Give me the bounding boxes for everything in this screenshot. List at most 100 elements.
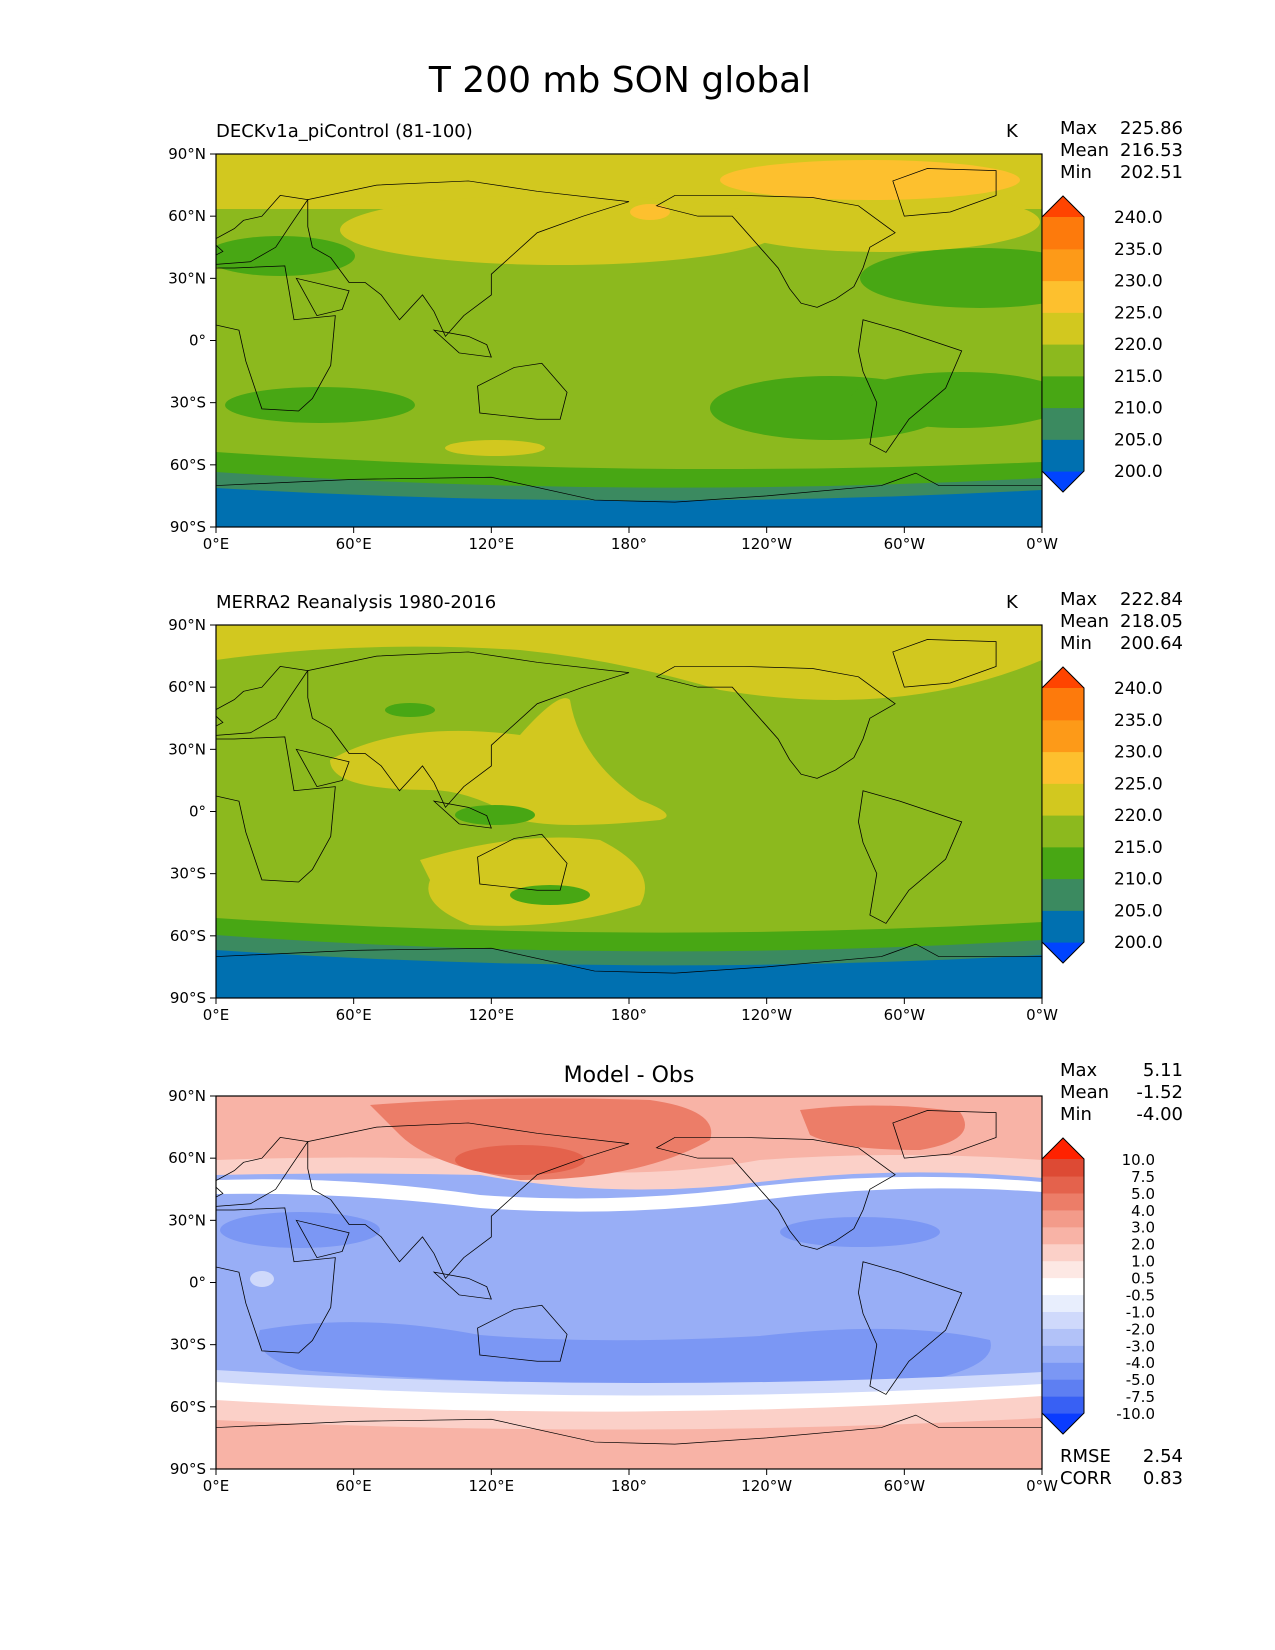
contour-band bbox=[510, 885, 590, 905]
x-tick-label: 60°E bbox=[336, 535, 372, 553]
x-tick-label: 0°E bbox=[203, 1006, 230, 1024]
x-tick-label: 120°W bbox=[741, 1006, 792, 1024]
panel-title: Model - Obs bbox=[564, 1063, 695, 1088]
stat-label: Max bbox=[1060, 1060, 1098, 1081]
y-tick-label: 0° bbox=[189, 332, 206, 350]
stats-block: Max 225.86 Mean 216.53 Min 202.51 bbox=[1060, 118, 1183, 183]
colorbar-tick-label: 1.0 bbox=[1131, 1253, 1155, 1271]
colorbar-tick-label: 230.0 bbox=[1114, 272, 1163, 292]
map-plot bbox=[216, 1096, 1042, 1469]
stat-label: Mean bbox=[1060, 140, 1109, 161]
y-tick-label: 30°N bbox=[168, 1211, 206, 1229]
colorbar-segment bbox=[1042, 1226, 1084, 1245]
x-tick-label: 0°E bbox=[203, 535, 230, 553]
colorbar-tick-label: -5.0 bbox=[1126, 1371, 1155, 1389]
colorbar: -10.0-7.5-5.0-4.0-3.0-2.0-1.0-0.50.51.02… bbox=[1041, 1137, 1155, 1435]
colorbar-tick-label: 220.0 bbox=[1114, 806, 1163, 826]
contour-band bbox=[216, 950, 1042, 998]
x-tick-label: 60°W bbox=[884, 535, 926, 553]
contour-band bbox=[216, 1418, 1042, 1469]
panel-diff: Model - Obs Max 5.11 Mean -1.52 Min -4.0… bbox=[168, 1060, 1183, 1495]
y-tick-label: 30°N bbox=[168, 740, 206, 758]
colorbar-segment bbox=[1042, 407, 1084, 440]
colorbar-segment bbox=[1042, 1311, 1084, 1329]
colorbar-segment bbox=[1042, 1294, 1084, 1312]
x-tick-label: 60°W bbox=[884, 1477, 926, 1495]
colorbar-extend-max bbox=[1042, 667, 1084, 688]
colorbar-outline bbox=[1041, 666, 1085, 964]
y-tick-label: 90°N bbox=[168, 145, 206, 163]
panel-obs: MERRA2 Reanalysis 1980-2016 K Max 222.84… bbox=[168, 589, 1183, 1024]
panel-model: DECKv1a_piControl (81-100) K Max 225.86 … bbox=[168, 118, 1183, 553]
units-label: K bbox=[1006, 592, 1019, 613]
x-tick-label: 120°W bbox=[741, 1477, 792, 1495]
colorbar-segment bbox=[1042, 439, 1084, 472]
colorbar-tick-label: 240.0 bbox=[1114, 208, 1163, 228]
contour-band bbox=[216, 625, 1042, 700]
colorbar-tick-label: 240.0 bbox=[1114, 679, 1163, 699]
y-tick-label: 90°N bbox=[168, 616, 206, 634]
stat-value: -1.52 bbox=[1136, 1082, 1183, 1103]
y-tick-label: 90°N bbox=[168, 1087, 206, 1105]
colorbar-tick-label: 200.0 bbox=[1114, 462, 1163, 482]
stat-label: Min bbox=[1060, 633, 1092, 654]
colorbar-tick-label: -0.5 bbox=[1126, 1286, 1155, 1304]
contour-band bbox=[850, 372, 1042, 428]
colorbar-segment bbox=[1042, 910, 1084, 943]
x-tick-label: 0°W bbox=[1026, 1477, 1058, 1495]
y-tick-label: 30°S bbox=[170, 1336, 206, 1354]
colorbar-segment bbox=[1042, 719, 1084, 753]
stat-value: 216.53 bbox=[1120, 140, 1183, 161]
colorbar-segment bbox=[1042, 688, 1084, 721]
colorbar-segment bbox=[1042, 1362, 1084, 1380]
colorbar-segment bbox=[1042, 1159, 1084, 1177]
colorbar-tick-label: -7.5 bbox=[1126, 1388, 1155, 1406]
stat-value: -4.00 bbox=[1136, 1104, 1183, 1125]
contour-band bbox=[258, 1322, 991, 1390]
colorbar-tick-label: -2.0 bbox=[1126, 1320, 1155, 1338]
colorbar-extend-min bbox=[1042, 942, 1084, 963]
contour-band bbox=[330, 698, 667, 825]
colorbar-segment bbox=[1042, 312, 1084, 345]
colorbar-tick-label: 4.0 bbox=[1131, 1202, 1155, 1220]
colorbar-segment bbox=[1042, 1243, 1084, 1262]
figure-title: T 200 mb SON global bbox=[428, 60, 811, 101]
colorbar-tick-label: 0.5 bbox=[1131, 1270, 1155, 1288]
colorbar-segment bbox=[1042, 878, 1084, 911]
colorbar-tick-label: 215.0 bbox=[1114, 838, 1163, 858]
colorbar-segment bbox=[1042, 1345, 1084, 1363]
metric-label: RMSE bbox=[1060, 1446, 1111, 1467]
colorbar-tick-label: -1.0 bbox=[1126, 1303, 1155, 1321]
y-tick-label: 0° bbox=[189, 1274, 206, 1292]
contour-band bbox=[385, 703, 435, 717]
contour-band bbox=[225, 387, 415, 423]
y-tick-label: 60°S bbox=[170, 927, 206, 945]
y-tick-label: 30°S bbox=[170, 865, 206, 883]
colorbar-tick-label: 225.0 bbox=[1114, 303, 1163, 323]
colorbar-segment bbox=[1042, 1328, 1084, 1346]
y-tick-label: 0° bbox=[189, 803, 206, 821]
contour-band bbox=[720, 160, 1020, 200]
contour-band bbox=[780, 1217, 940, 1247]
axis-ticks: 0°E 60°E 120°E 180° 120°W 60°W 0°W 90°N 60°N 30°N… bbox=[168, 616, 1058, 1024]
panel-title: MERRA2 Reanalysis 1980-2016 bbox=[216, 592, 496, 613]
stat-label: Min bbox=[1060, 162, 1092, 183]
metric-value: 2.54 bbox=[1143, 1446, 1183, 1467]
colorbar-tick-label: 7.5 bbox=[1131, 1168, 1155, 1186]
contour-band bbox=[216, 236, 355, 276]
contour-band bbox=[445, 440, 545, 456]
colorbar-extend-max bbox=[1042, 196, 1084, 217]
colorbar-tick-label: 205.0 bbox=[1114, 430, 1163, 450]
stat-value: 200.64 bbox=[1120, 633, 1183, 654]
colorbar-segment bbox=[1042, 751, 1084, 784]
colorbar-tick-label: 230.0 bbox=[1114, 743, 1163, 763]
contour-band bbox=[216, 488, 1042, 527]
y-tick-label: 90°S bbox=[170, 989, 206, 1007]
y-tick-label: 30°N bbox=[168, 269, 206, 287]
colorbar-segment bbox=[1042, 344, 1084, 377]
x-tick-label: 0°W bbox=[1026, 535, 1058, 553]
units-label: K bbox=[1006, 121, 1019, 142]
colorbar-tick-label: -10.0 bbox=[1116, 1405, 1155, 1423]
colorbar-segment bbox=[1042, 1379, 1084, 1397]
stat-value: 202.51 bbox=[1120, 162, 1183, 183]
